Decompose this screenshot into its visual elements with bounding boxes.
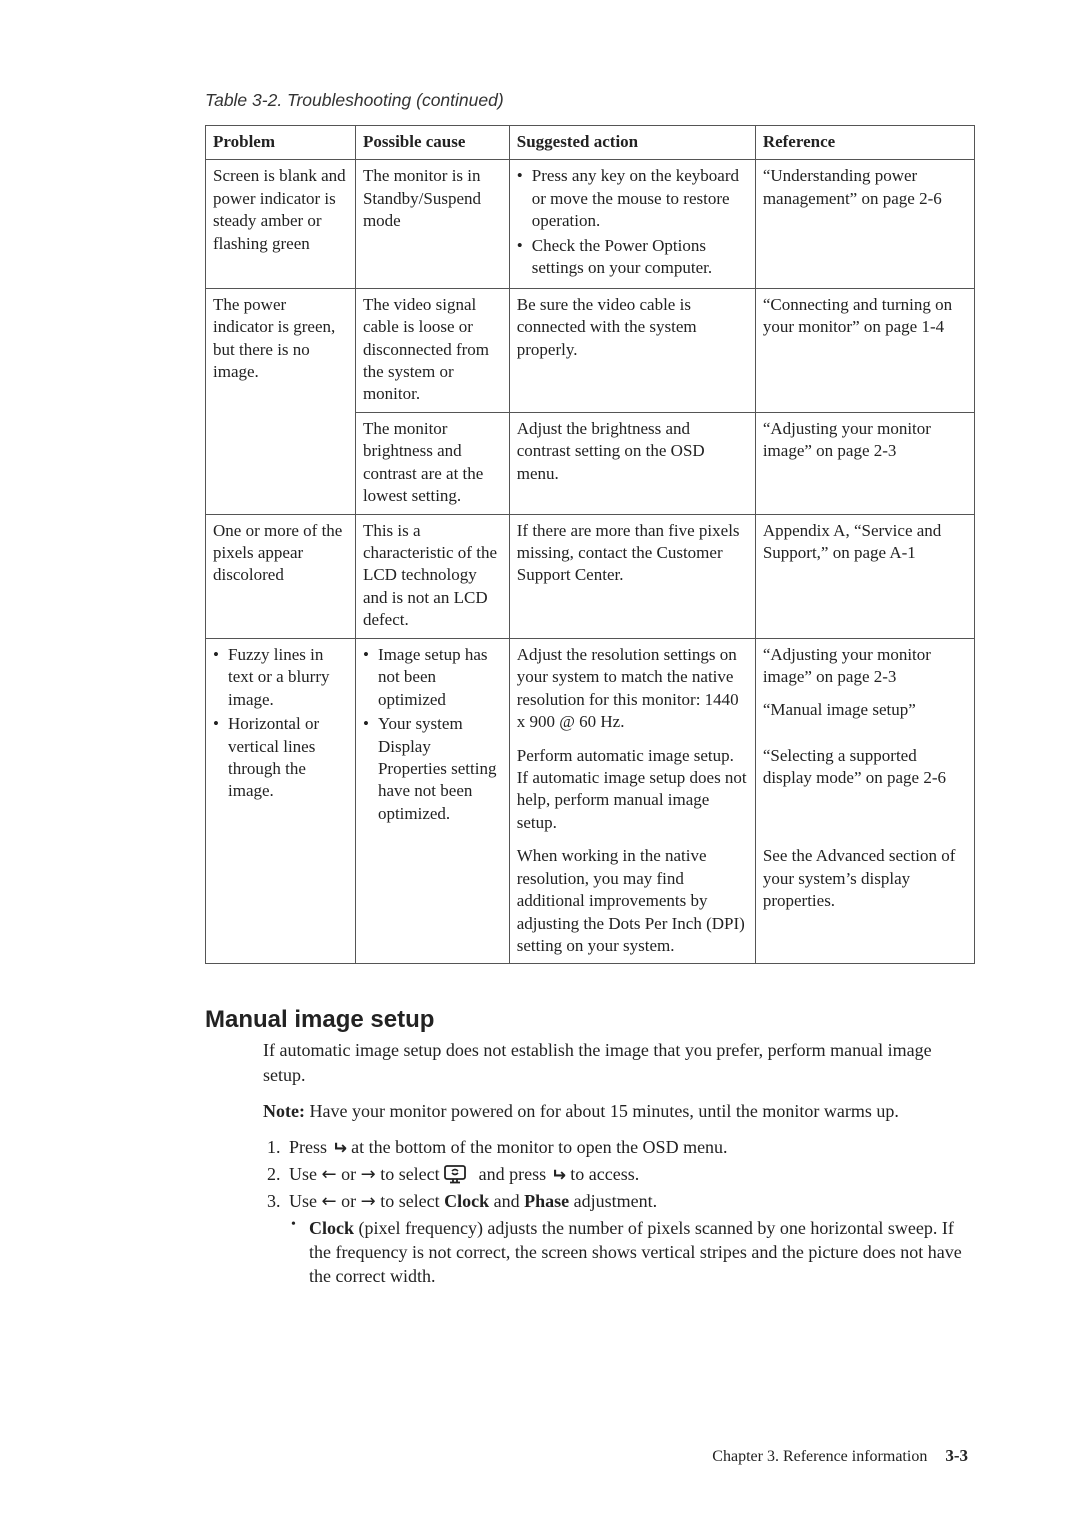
- steps-list: Press ↵ at the bottom of the monitor to …: [263, 1135, 975, 1289]
- cell-cause: The monitor is in Standby/Suspend mode: [355, 160, 509, 288]
- troubleshooting-table: Problem Possible cause Suggested action …: [205, 125, 975, 964]
- problem-item: Horizontal or vertical lines through the…: [226, 713, 348, 803]
- step-item: Press ↵ at the bottom of the monitor to …: [285, 1135, 975, 1160]
- note-text: Have your monitor powered on for about 1…: [305, 1101, 899, 1121]
- cell-action: Be sure the video cable is connected wit…: [509, 288, 755, 412]
- cell-action: Adjust the brightness and contrast setti…: [509, 412, 755, 514]
- sub-item: Clock (pixel frequency) adjusts the numb…: [303, 1216, 975, 1288]
- step-text: or: [337, 1164, 361, 1184]
- header-action: Suggested action: [509, 126, 755, 160]
- table-row: Fuzzy lines in text or a blurry image. H…: [206, 638, 975, 739]
- problem-item: Fuzzy lines in text or a blurry image.: [226, 644, 348, 711]
- step-text: and press: [474, 1164, 550, 1184]
- table-row: One or more of the pixels appear discolo…: [206, 514, 975, 638]
- table-caption: Table 3-2. Troubleshooting (continued): [205, 90, 975, 111]
- ref-line: “Adjusting your monitor image” on page 2…: [763, 644, 967, 689]
- cell-cause: This is a characteristic of the LCD tech…: [355, 514, 509, 638]
- page-footer: Chapter 3. Reference information 3-3: [0, 1446, 1080, 1466]
- step-text: or: [337, 1191, 361, 1211]
- step-item: Use ← or → to select and press ↵ to acce…: [285, 1162, 975, 1187]
- cell-reference: See the Advanced section of your system’…: [755, 840, 974, 964]
- paragraph: If automatic image setup does not establ…: [263, 1038, 975, 1086]
- header-cause: Possible cause: [355, 126, 509, 160]
- table-row: Screen is blank and power indicator is s…: [206, 160, 975, 288]
- cell-action: Adjust the resolution settings on your s…: [509, 638, 755, 739]
- step-text: Use: [289, 1191, 322, 1211]
- table-header-row: Problem Possible cause Suggested action …: [206, 126, 975, 160]
- table-row: The power indicator is green, but there …: [206, 288, 975, 412]
- cell-reference: “Adjusting your monitor image” on page 2…: [755, 412, 974, 514]
- step-text: to access.: [566, 1164, 639, 1184]
- enter-icon: ↵: [551, 1164, 566, 1188]
- cell-cause: The monitor brightness and contrast are …: [355, 412, 509, 514]
- step-text: Use: [289, 1164, 322, 1184]
- paragraph: Note: Have your monitor powered on for a…: [263, 1099, 975, 1123]
- cell-cause: Image setup has not been optimized Your …: [355, 638, 509, 964]
- cell-action: Press any key on the keyboard or move th…: [509, 160, 755, 288]
- footer-chapter: Chapter 3. Reference information: [712, 1448, 927, 1465]
- cell-reference: “Understanding power management” on page…: [755, 160, 974, 288]
- sub-text: (pixel frequency) adjusts the number of …: [309, 1218, 962, 1286]
- step-text: to select: [376, 1164, 444, 1184]
- cell-problem: Fuzzy lines in text or a blurry image. H…: [206, 638, 356, 964]
- sub-list: Clock (pixel frequency) adjusts the numb…: [289, 1216, 975, 1288]
- cell-reference: “Selecting a supported display mode” on …: [755, 740, 974, 841]
- footer-page-number: 3-3: [945, 1446, 968, 1465]
- header-reference: Reference: [755, 126, 974, 160]
- step-text: to select: [376, 1191, 444, 1211]
- right-arrow-icon: →: [361, 1191, 376, 1212]
- left-arrow-icon: ←: [322, 1164, 337, 1185]
- section-heading: Manual image setup: [205, 1006, 975, 1034]
- cell-problem: Screen is blank and power indicator is s…: [206, 160, 356, 288]
- ref-line: “Manual image setup”: [763, 699, 967, 721]
- right-arrow-icon: →: [361, 1164, 376, 1185]
- cell-problem: The power indicator is green, but there …: [206, 288, 356, 514]
- left-arrow-icon: ←: [322, 1191, 337, 1212]
- action-item: Press any key on the keyboard or move th…: [530, 165, 748, 232]
- cell-problem: One or more of the pixels appear discolo…: [206, 514, 356, 638]
- body-block: If automatic image setup does not establ…: [205, 1038, 975, 1288]
- enter-icon: ↵: [332, 1137, 347, 1161]
- cell-reference: “Connecting and turning on your monitor”…: [755, 288, 974, 412]
- step-item: Use ← or → to select Clock and Phase adj…: [285, 1189, 975, 1288]
- cause-item: Your system Display Properties setting h…: [376, 713, 502, 825]
- action-item: Check the Power Options settings on your…: [530, 235, 748, 280]
- clock-label: Clock: [444, 1191, 489, 1211]
- header-problem: Problem: [206, 126, 356, 160]
- cell-reference: “Adjusting your monitor image” on page 2…: [755, 638, 974, 739]
- step-text: at the bottom of the monitor to open the…: [347, 1137, 728, 1157]
- step-text: Press: [289, 1137, 332, 1157]
- cell-cause: The video signal cable is loose or disco…: [355, 288, 509, 412]
- phase-label: Phase: [524, 1191, 569, 1211]
- clock-bold: Clock: [309, 1218, 354, 1238]
- step-text: and: [489, 1191, 524, 1211]
- monitor-adjust-icon: [444, 1164, 474, 1184]
- cell-action: Perform automatic image setup. If automa…: [509, 740, 755, 841]
- note-label: Note:: [263, 1101, 305, 1121]
- cell-action: When working in the native resolution, y…: [509, 840, 755, 964]
- cause-item: Image setup has not been optimized: [376, 644, 502, 711]
- step-text: adjustment.: [569, 1191, 657, 1211]
- cell-reference: Appendix A, “Service and Support,” on pa…: [755, 514, 974, 638]
- cell-action: If there are more than five pixels missi…: [509, 514, 755, 638]
